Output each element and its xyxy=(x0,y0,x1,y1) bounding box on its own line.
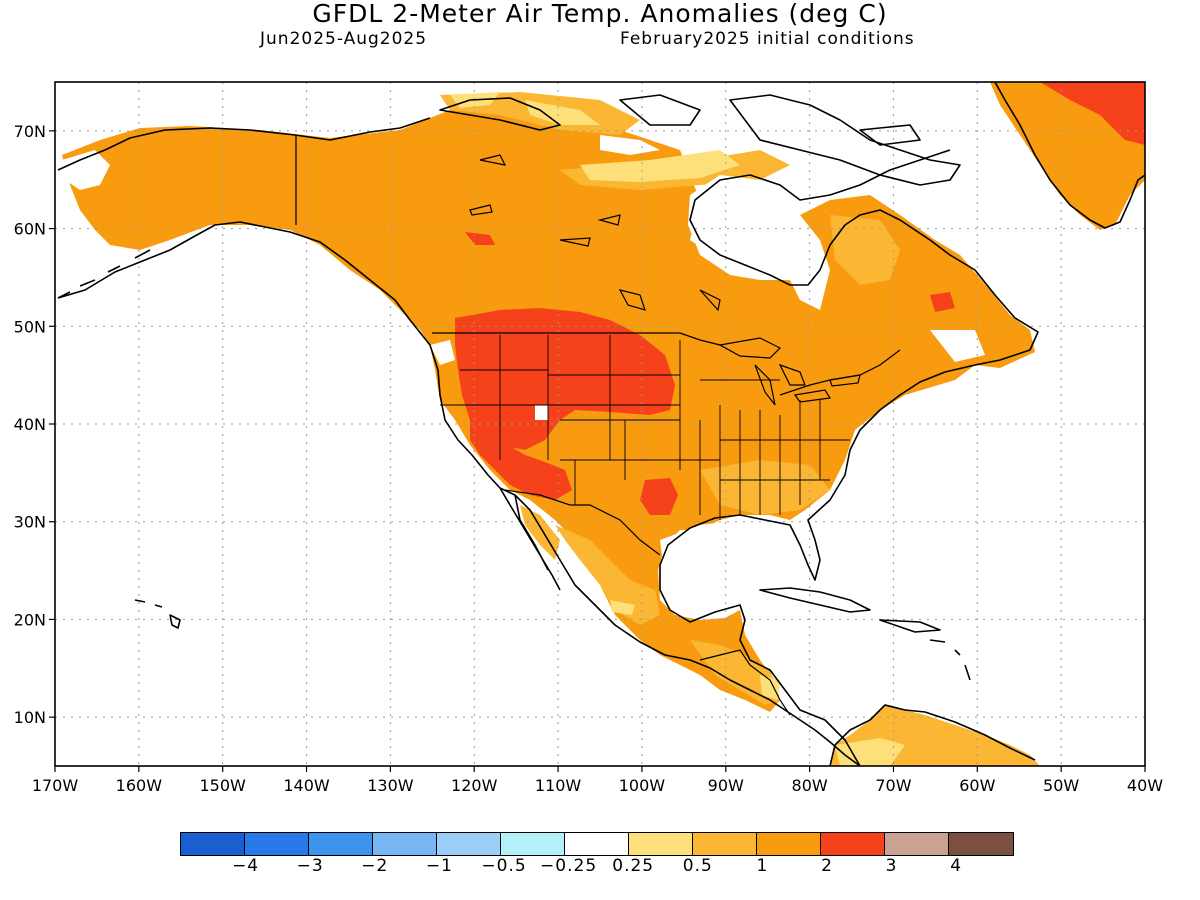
anomaly-area-bering-white xyxy=(62,150,110,190)
anomaly-area-gulf-st-lawrence-white xyxy=(930,330,985,362)
coastline-cuba xyxy=(759,587,941,633)
initial-conditions: February2025 initial conditions xyxy=(620,29,915,49)
lon-label: 160W xyxy=(116,776,163,795)
legend-label: 3 xyxy=(885,856,898,876)
anomaly-area-quebec-light xyxy=(830,215,900,285)
lon-label: 90W xyxy=(708,776,744,795)
coastline-aleutians xyxy=(57,249,151,299)
lat-label: 10N xyxy=(14,708,46,727)
anomaly-area-arctic-pale-1 xyxy=(580,150,740,182)
coastline-south-america xyxy=(829,704,1036,766)
lat-label: 70N xyxy=(14,122,46,141)
great-lakes xyxy=(718,337,861,406)
anomaly-area-mexico-pale xyxy=(610,600,635,615)
legend-swatch xyxy=(629,833,693,855)
legend-swatch xyxy=(821,833,885,855)
legend-label: −0.5 xyxy=(481,856,527,876)
border-central-america xyxy=(749,664,791,716)
lakes xyxy=(469,154,861,406)
lon-label: 100W xyxy=(619,776,666,795)
legend-label: 1 xyxy=(756,856,769,876)
legend-swatch xyxy=(885,833,949,855)
lon-label: 40W xyxy=(1127,776,1163,795)
axis-ticks: 170W 160W 150W 140W 130W 120W 110W 100W 90W 80W 70… xyxy=(14,122,1164,795)
lon-label: 110W xyxy=(535,776,582,795)
legend-swatch xyxy=(565,833,629,855)
anomaly-area-gulf-white xyxy=(660,520,800,590)
anomaly-area-west-hot xyxy=(455,308,675,450)
legend-swatch xyxy=(181,833,245,855)
border-us-canada-west xyxy=(432,332,721,346)
legend-swatch xyxy=(949,833,1013,855)
border-us-mexico xyxy=(504,489,661,556)
anomaly-area-labrador-hot xyxy=(930,292,955,312)
lon-label: 140W xyxy=(283,776,330,795)
anomaly-area-arctic-white xyxy=(600,135,660,155)
coastline-north-america xyxy=(57,221,861,766)
anomaly-area-central-america-light xyxy=(690,640,780,705)
map-content xyxy=(55,82,1145,766)
coastline-baja xyxy=(499,487,561,591)
lon-label: 80W xyxy=(792,776,828,795)
anomaly-area-bc-hot xyxy=(465,232,495,245)
lat-label: 60N xyxy=(14,220,46,239)
legend-label: 2 xyxy=(821,856,833,876)
lat-label: 30N xyxy=(14,513,46,532)
lat-label: 40N xyxy=(14,415,46,434)
legend-swatch xyxy=(757,833,821,855)
anomaly-area-mexico-light xyxy=(555,525,660,625)
coastline-gulf-of-mexico xyxy=(659,149,1039,766)
lon-label: 50W xyxy=(1043,776,1079,795)
anomaly-area-coast-white xyxy=(430,340,455,365)
anomaly-area-baja-light xyxy=(520,505,560,560)
anomaly-area-utah-white xyxy=(535,405,548,420)
legend-label: −1 xyxy=(425,856,453,876)
lat-label: 20N xyxy=(14,610,46,629)
legend-label: −4 xyxy=(232,856,260,876)
lon-label: 120W xyxy=(451,776,498,795)
anomaly-area-southeast-light xyxy=(700,460,830,515)
anomaly-area-venezuela-pale xyxy=(835,738,905,766)
legend-label: −3 xyxy=(296,856,324,876)
legend-swatch xyxy=(309,833,373,855)
us-state-lines xyxy=(440,335,850,520)
anomaly-fills xyxy=(62,82,1145,766)
lat-label: 50N xyxy=(14,317,46,336)
color-legend xyxy=(180,832,1014,856)
legend-label: −0.25 xyxy=(540,856,598,876)
lon-label: 70W xyxy=(875,776,911,795)
legend-swatch xyxy=(501,833,565,855)
border-mexico-guatemala xyxy=(699,649,751,666)
lon-label: 170W xyxy=(32,776,79,795)
coastlines xyxy=(57,82,1145,766)
legend-swatch xyxy=(693,833,757,855)
legend-label: −2 xyxy=(361,856,389,876)
legend-label: 0.5 xyxy=(682,856,713,876)
chart-title: GFDL 2-Meter Air Temp. Anomalies (deg C) xyxy=(312,0,888,28)
canadian-lakes xyxy=(469,154,721,312)
coastline-caribbean xyxy=(929,639,971,681)
lon-label: 130W xyxy=(367,776,414,795)
coastline-alaska-north xyxy=(57,117,431,171)
legend-swatch xyxy=(245,833,309,855)
coastline-hawaii xyxy=(134,599,181,629)
anomaly-area-greenland-hot xyxy=(1040,82,1145,145)
anomaly-area-arctic-pale-3 xyxy=(525,100,600,125)
anomaly-area-hudson-bay-white xyxy=(688,175,800,280)
anomaly-area-caribbean-pale xyxy=(760,675,780,700)
gridlines xyxy=(55,82,1145,766)
lon-label: 60W xyxy=(959,776,995,795)
coastline-greenland xyxy=(994,82,1145,229)
anomaly-area-texas-hot xyxy=(640,478,678,515)
forecast-period: Jun2025-Aug2025 xyxy=(260,29,428,49)
legend-swatch xyxy=(373,833,437,855)
legend-swatch xyxy=(437,833,501,855)
coastline-arctic-islands xyxy=(439,94,961,186)
lon-label: 150W xyxy=(200,776,247,795)
legend-label: 0.25 xyxy=(612,856,655,876)
legend-label: 4 xyxy=(950,856,963,876)
anomaly-area-southwest-hot xyxy=(470,420,572,500)
